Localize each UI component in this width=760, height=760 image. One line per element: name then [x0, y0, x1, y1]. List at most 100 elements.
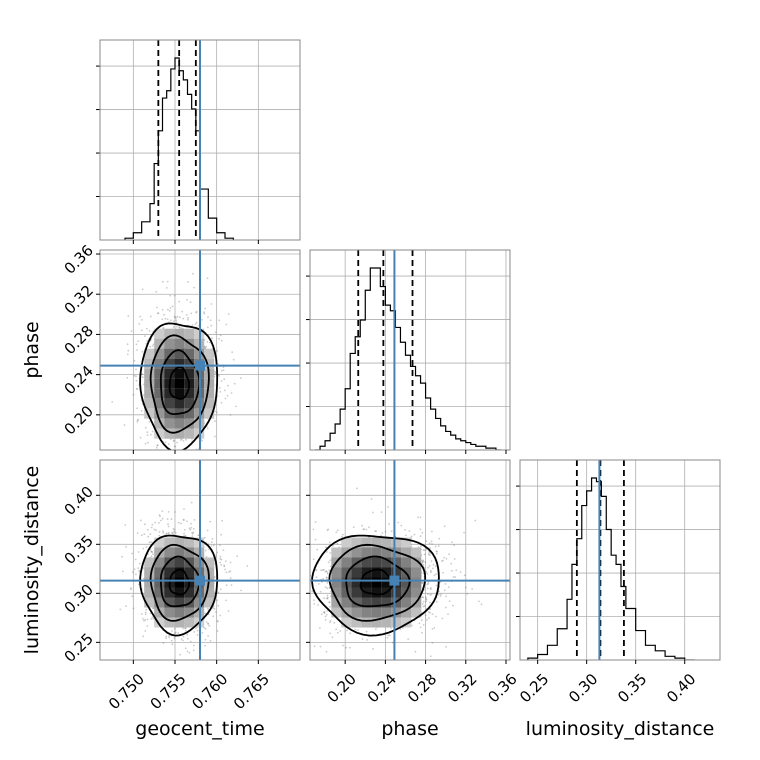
sample-point	[329, 559, 332, 562]
sample-point	[443, 525, 446, 528]
sample-point	[329, 621, 331, 624]
sample-point	[179, 653, 182, 656]
sample-point	[177, 632, 180, 635]
sample-point	[147, 553, 150, 556]
sample-point	[143, 533, 146, 535]
x-tick-label-luminosity_distance: 0.25	[516, 670, 552, 706]
density-cell	[174, 567, 185, 578]
y-axis-label-phase: phase	[21, 321, 43, 378]
sample-point	[211, 538, 214, 540]
sample-point	[220, 564, 223, 566]
sample-point	[174, 511, 176, 513]
sample-point	[421, 619, 423, 622]
sample-point	[219, 391, 222, 393]
sample-point	[195, 310, 198, 313]
sample-point	[304, 574, 306, 576]
sample-point	[447, 586, 450, 588]
sample-point	[184, 627, 186, 630]
density-cell	[144, 408, 155, 419]
sample-point	[182, 440, 185, 442]
density-cell	[154, 577, 165, 588]
sample-point	[151, 523, 154, 526]
sample-point	[158, 534, 161, 537]
sample-point	[135, 375, 138, 378]
sample-point	[214, 371, 217, 374]
sample-point	[217, 591, 220, 594]
sample-point	[141, 288, 144, 291]
sample-point	[204, 638, 207, 641]
sample-point	[159, 450, 161, 452]
sample-point	[167, 525, 170, 528]
sample-point	[195, 627, 197, 630]
density-cell	[204, 597, 215, 608]
density-cell	[371, 597, 382, 608]
contour-3	[149, 543, 210, 622]
sample-point	[204, 347, 207, 350]
sample-point	[427, 617, 430, 619]
sample-point	[325, 576, 328, 579]
sample-point	[304, 560, 306, 562]
truth-marker	[195, 575, 205, 586]
sample-point	[474, 519, 477, 522]
sample-point	[324, 618, 327, 621]
sample-point	[224, 568, 226, 571]
density-cell	[174, 398, 185, 409]
sample-point	[437, 593, 440, 596]
sample-point	[419, 528, 422, 531]
sample-point	[418, 622, 421, 625]
density-cell	[341, 567, 352, 578]
sample-point	[232, 358, 235, 361]
density-cell	[154, 537, 165, 548]
sample-point	[168, 309, 171, 312]
density-cell	[154, 388, 165, 399]
density-cell	[361, 577, 372, 588]
sample-point	[182, 317, 185, 320]
sample-point	[150, 550, 153, 553]
sample-point	[149, 533, 152, 535]
sample-point	[191, 532, 193, 534]
density-cell	[371, 557, 382, 568]
sample-point	[169, 307, 172, 309]
density-cell	[341, 617, 352, 628]
density-cell	[204, 587, 215, 598]
sample-point	[421, 596, 424, 599]
density-cell	[401, 597, 412, 608]
sample-point	[167, 531, 170, 534]
contour-2	[345, 555, 411, 608]
sample-point	[404, 529, 406, 531]
sample-point	[161, 510, 164, 513]
density-cell	[381, 617, 392, 628]
sample-point	[209, 639, 212, 642]
x-tick-label-geocent_time: 0.755	[147, 670, 190, 713]
density-cell	[174, 607, 185, 618]
sample-point	[429, 570, 432, 572]
sample-point	[422, 559, 424, 562]
sample-point	[141, 373, 144, 376]
sample-point	[124, 524, 127, 526]
sample-point	[197, 534, 200, 537]
sample-point	[429, 594, 431, 596]
sample-point	[425, 598, 428, 601]
sample-point	[315, 576, 318, 579]
sample-point	[204, 549, 207, 552]
panel-hist-geocent_time	[96, 39, 301, 244]
sample-point	[215, 411, 218, 414]
sample-point	[239, 377, 242, 379]
density-cell	[381, 607, 392, 618]
sample-point	[441, 560, 443, 562]
sample-point	[323, 612, 326, 614]
sample-point	[432, 567, 434, 570]
truth-marker	[389, 575, 400, 586]
sample-point	[352, 526, 355, 528]
sample-point	[154, 521, 157, 524]
sample-point	[246, 565, 249, 567]
sample-point	[230, 392, 233, 394]
density-cell	[411, 587, 422, 598]
sample-point	[173, 445, 176, 448]
panel-hist-luminosity_distance: 0.25 0.30 0.35 0.40	[516, 459, 721, 706]
sample-point	[189, 454, 191, 456]
histogram-phase	[315, 267, 501, 450]
sample-point	[165, 635, 168, 638]
sample-point	[362, 528, 365, 531]
sample-point	[428, 611, 430, 613]
